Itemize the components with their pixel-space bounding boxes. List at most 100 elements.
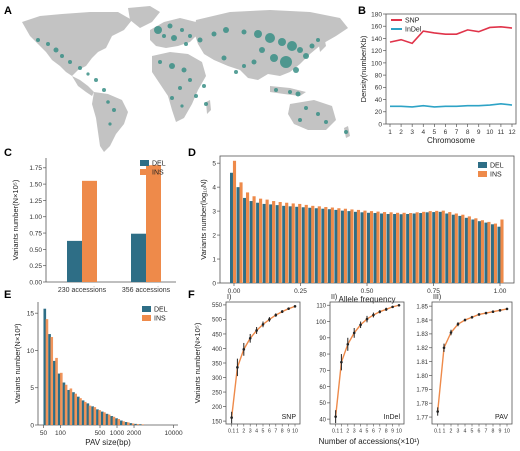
y-tick-label: 0.50 <box>29 247 42 254</box>
bar-del <box>53 360 56 425</box>
panel-label-b: B <box>358 5 366 17</box>
bar-del <box>57 373 61 425</box>
x-tick-label: 6 <box>444 129 448 136</box>
data-point <box>242 348 246 351</box>
y-tick-label: 160 <box>371 24 382 31</box>
bar-del <box>327 209 331 283</box>
bar-ins <box>245 192 250 283</box>
bar-del <box>308 207 312 283</box>
panel-c-variants-bar-chart: 0.00 0.25 0.50 0.75 1.00 1.25 1.50 1.75 Variants… <box>11 158 176 294</box>
bar-del <box>243 197 247 283</box>
bar-ins <box>232 160 237 283</box>
map-sample-point <box>181 67 187 73</box>
y-tick-label: 550 <box>212 303 223 309</box>
map-sample-point <box>188 78 192 82</box>
bar-ins <box>435 210 439 283</box>
saturation-subplot-pav: III) PAV 1.77 1.78 1.79 1.80 1.81 1.82 1.83 1.84 1… <box>416 294 513 435</box>
bar-ins <box>239 182 243 283</box>
map-sample-point <box>316 112 320 116</box>
y-tick-label: 1.50 <box>29 182 42 189</box>
bar-del <box>321 208 325 283</box>
bar-del <box>96 409 99 425</box>
legend-label: SNP <box>405 18 420 25</box>
legend-label: DEL <box>154 307 168 314</box>
bar-ins <box>55 357 58 425</box>
x-tick-label: 10 <box>486 129 494 136</box>
y-axis-label: Variants number(log₁₀N) <box>199 179 208 260</box>
subplot-name: PAV <box>495 414 508 421</box>
x-tick-label: 0.1 <box>228 429 235 435</box>
map-north-america <box>22 12 132 76</box>
x-tick-label: 9 <box>287 429 290 435</box>
data-point <box>463 318 467 322</box>
x-tick-label: 0.25 <box>294 288 307 295</box>
y-tick-label: 1.83 <box>416 332 428 338</box>
bar-del <box>477 221 482 283</box>
subplot-label: I) <box>227 294 231 301</box>
bar-del <box>139 424 142 425</box>
y-tick-label: 1.85 <box>416 304 428 310</box>
panel-label-a: A <box>4 5 12 17</box>
map-sample-point <box>169 63 175 69</box>
bar-ins <box>324 207 328 283</box>
legend-label: INS <box>154 316 166 323</box>
y-tick-label: 350 <box>212 361 223 367</box>
bar-ins <box>487 221 491 283</box>
bar-del <box>295 206 299 283</box>
x-tick-label: 10 <box>396 429 402 435</box>
bar-ins <box>369 211 374 283</box>
bar-del <box>386 213 390 283</box>
x-tick-label: 3 <box>353 429 356 435</box>
map-sample-point <box>241 29 247 35</box>
x-tick-label: 6 <box>268 429 271 435</box>
x-axis-label: Chromosome <box>427 136 476 145</box>
panel-label-f: F <box>188 289 195 301</box>
x-tick-label: 1 <box>388 129 392 136</box>
map-sample-point <box>46 42 50 46</box>
series-line-indel <box>390 103 513 108</box>
bar-del <box>67 240 82 282</box>
map-sample-point <box>293 67 299 73</box>
map-sample-point <box>288 90 292 94</box>
y-tick-label: 1.82 <box>416 346 428 352</box>
map-sample-point <box>86 72 90 76</box>
bar-del <box>484 222 488 283</box>
x-tick-label: 5 <box>262 429 265 435</box>
y-tick-label: 0 <box>212 280 216 287</box>
x-axis-label: Number of accessions(×10¹) <box>319 437 420 446</box>
bar-ins <box>69 388 73 425</box>
y-tick-label: 1.84 <box>416 318 428 324</box>
data-point <box>293 305 297 308</box>
bar-del <box>91 406 94 425</box>
y-tick-label: 5 <box>212 161 216 168</box>
bar-ins <box>389 212 393 283</box>
legend-label: DEL <box>490 163 504 170</box>
map-australia <box>288 100 336 130</box>
bar-del <box>438 211 442 283</box>
x-tick-label: 230 accessions <box>58 287 107 294</box>
y-tick-label: 300 <box>212 376 223 382</box>
map-greenland <box>128 6 160 28</box>
bar-del <box>115 418 118 425</box>
y-tick-label: 5 <box>30 385 34 392</box>
x-tick-label: 2 <box>242 429 245 435</box>
legend-swatch <box>478 171 487 177</box>
y-tick-label: 450 <box>212 332 223 338</box>
map-sample-point <box>309 43 315 49</box>
x-axis-label: Allele frequency <box>339 295 396 304</box>
bar-ins <box>480 220 484 283</box>
y-tick-label: 0.25 <box>29 263 42 270</box>
bar-ins <box>45 319 49 425</box>
bar-ins <box>448 212 452 283</box>
y-tick-label: 140 <box>371 36 382 43</box>
bar-del <box>262 203 266 283</box>
bar-ins <box>117 419 121 425</box>
y-tick-label: 90 <box>319 336 326 342</box>
map-sample-point <box>36 38 40 42</box>
bar-ins <box>79 398 82 425</box>
bar-ins <box>64 384 68 425</box>
x-tick-label: 2 <box>450 429 453 435</box>
bar-ins <box>337 208 341 283</box>
map-sample-point <box>234 70 238 74</box>
